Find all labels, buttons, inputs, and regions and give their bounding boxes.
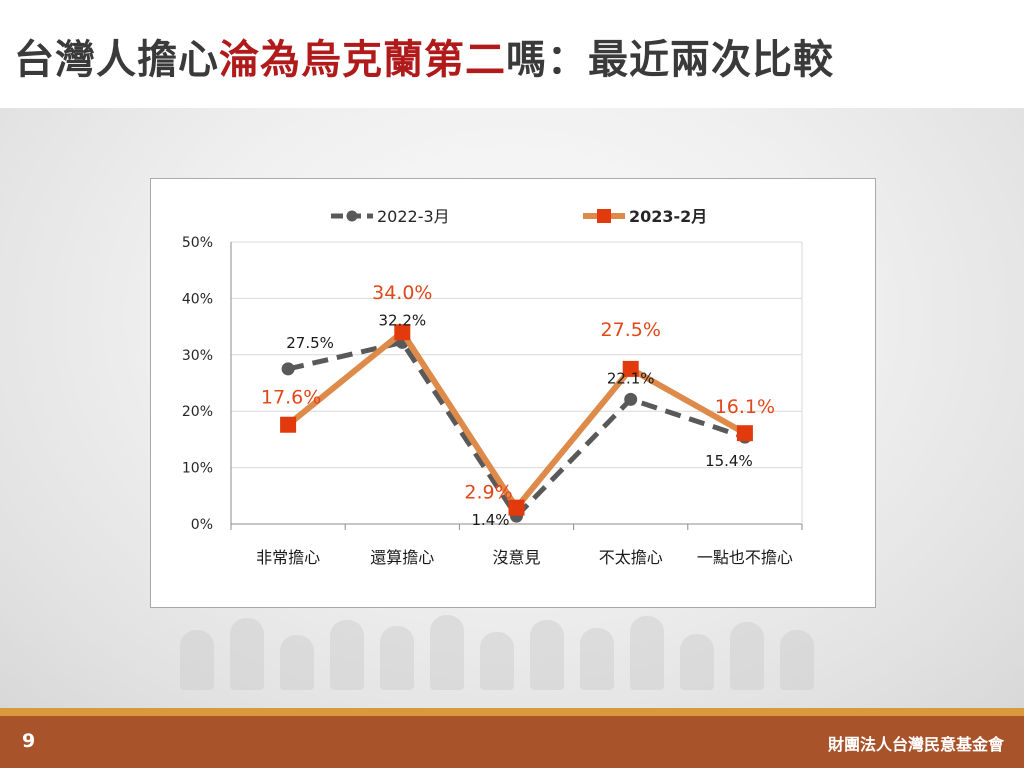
- series-line-2023: [286, 329, 747, 511]
- data-label-2022: 22.1%: [607, 369, 655, 387]
- legend-marker-2023: [597, 209, 611, 223]
- point-2022: [624, 392, 638, 406]
- x-tick-label: 不太擔心: [599, 548, 663, 567]
- title-part-2: 嗎：最近兩次比較: [506, 37, 834, 83]
- point-2023: [622, 360, 639, 377]
- data-label-2023: 2.9%: [464, 482, 512, 504]
- data-label-2023: 17.6%: [261, 387, 321, 409]
- title-bar: 台灣人擔心淪為烏克蘭第二嗎：最近兩次比較: [0, 0, 1024, 110]
- footer-stripe: [0, 708, 1024, 716]
- legend-label-2023: 2023-2月: [629, 207, 707, 226]
- x-tick-label: 一點也不擔心: [697, 548, 793, 567]
- y-tick-label: 20%: [182, 404, 213, 420]
- data-label-2022: 27.5%: [286, 334, 334, 352]
- legend-marker-2022: [346, 210, 358, 222]
- y-tick-label: 10%: [182, 461, 213, 477]
- page-number: 9: [22, 730, 36, 752]
- title-part-1: 台灣人擔心: [14, 37, 219, 83]
- data-label-2023: 16.1%: [715, 396, 775, 418]
- y-tick-label: 30%: [182, 348, 213, 364]
- x-tick-label: 還算擔心: [370, 548, 434, 567]
- title-highlight: 淪為烏克蘭第二: [219, 37, 506, 83]
- organization-name: 財團法人台灣民意基金會: [827, 735, 1004, 754]
- footer-bar: 9 財團法人台灣民意基金會: [0, 716, 1024, 768]
- x-tick-label: 沒意見: [492, 548, 540, 567]
- chart-panel: 0% 10% 20% 30% 40% 50% 非常擔心 還算擔心 沒意見 不太擔心 一點也不擔心 27…: [150, 178, 876, 608]
- data-label-2022: 1.4%: [471, 511, 509, 529]
- point-2022: [281, 362, 295, 376]
- data-label-2022: 32.2%: [378, 311, 426, 329]
- data-label-2023: 34.0%: [372, 282, 432, 304]
- data-label-2023: 27.5%: [601, 319, 661, 341]
- point-2023: [508, 499, 525, 516]
- point-2023: [736, 425, 753, 442]
- x-tick-label: 非常擔心: [256, 548, 320, 567]
- y-tick-label: 0%: [191, 517, 213, 533]
- legend-label-2022: 2022-3月: [377, 207, 450, 226]
- crowd-silhouette-decoration: [170, 600, 860, 690]
- data-label-2022: 15.4%: [705, 452, 753, 470]
- y-tick-label: 40%: [182, 291, 213, 307]
- slide-title: 台灣人擔心淪為烏克蘭第二嗎：最近兩次比較: [14, 30, 834, 90]
- y-tick-label: 50%: [182, 235, 213, 251]
- point-2023: [394, 324, 411, 341]
- line-chart: 0% 10% 20% 30% 40% 50% 非常擔心 還算擔心 沒意見 不太擔心 一點也不擔心 27…: [182, 207, 803, 567]
- point-2023: [280, 416, 297, 433]
